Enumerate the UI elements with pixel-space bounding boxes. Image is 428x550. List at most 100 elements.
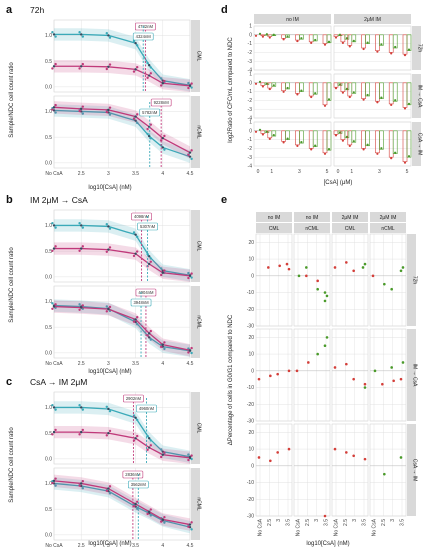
data-point [146,61,149,65]
cell-background [369,328,407,422]
data-point [148,262,151,266]
green-point [258,32,262,35]
green-point [258,80,262,83]
scatter-cell [331,328,369,422]
data-point [160,345,163,349]
x-tick-label: No CsA [372,518,378,536]
data-point [107,248,110,251]
facet-background [53,19,191,93]
red-point [348,95,351,99]
x-tick-label: 3.5 [132,171,139,177]
y-tick-label: -2 [248,98,253,104]
green-point [363,262,367,266]
ic50-label: 3562nM [131,482,147,487]
col-strip-top-label: no IM [306,215,319,221]
y-tick-label: -10 [247,480,254,486]
row-strip-label: CsA → IM [411,459,417,482]
y-tick-label: 1.0 [45,33,52,39]
data-point [136,507,139,510]
data-point [52,479,56,483]
col-strip [334,14,411,24]
y-tick-label: 1 [249,72,252,78]
y-tick-label: 0.5 [45,325,52,331]
facet-strip-label: nCML [195,125,201,139]
data-point [54,245,57,248]
y-tick-label: 1.0 [45,405,52,411]
data-point [52,247,56,250]
data-point [51,31,54,34]
data-point [80,406,83,409]
data-point [148,336,151,339]
x-tick-label: 3 [107,171,110,177]
scatter-cell [369,233,407,327]
red-point [376,152,379,155]
red-point [334,134,338,137]
green-point [338,33,342,36]
y-tick-label: 0.0 [45,275,52,281]
red-point [323,43,327,46]
data-point [107,431,110,435]
data-point [80,247,83,250]
bar-cell: 0 1 3 5 [253,121,332,175]
y-tick-label: 20 [248,430,254,436]
y-tick-label: -10 [247,290,254,296]
data-point [105,305,109,308]
data-point [134,502,137,506]
data-point [80,306,83,309]
data-point [136,44,139,47]
data-point [134,252,137,255]
data-point [108,113,112,116]
x-tick-label: 3.5 [362,519,368,526]
data-point [148,64,151,67]
data-point [188,84,192,88]
green-point [390,287,393,291]
cell-background [331,328,369,422]
ic50-label: 9228nM [154,100,170,105]
data-point [105,250,109,253]
scatter-cell [331,233,369,327]
green-point [314,92,317,95]
data-point [78,404,81,407]
green-point [352,140,355,143]
red-point [334,36,338,39]
red-point [287,267,291,271]
data-point [190,351,193,355]
red-point [381,382,384,386]
x-tick-label: 2.5 [78,171,85,177]
panel-a-xlabel: log10[CsA] (nM) [88,185,131,191]
data-point [105,434,109,437]
ic50-label-box [123,394,144,403]
data-point [132,39,136,43]
data-point [148,255,151,258]
data-point [187,153,190,156]
green-point [399,456,403,459]
red-point [287,447,291,451]
red-point [341,41,344,44]
data-point [78,308,81,311]
panel-c-ylabel: Sample/NDC cell count ratio [9,427,15,503]
data-point [105,405,109,408]
red-point [352,269,355,273]
data-point [51,481,54,485]
y-tick-label: -1 [248,89,253,95]
red-point [341,139,344,142]
data-point [149,439,152,442]
cell-background [331,423,369,517]
data-point [146,448,149,451]
data-point [149,137,152,140]
data-point [187,453,190,456]
ic50-label-box [136,404,157,413]
x-tick-label: 2.5 [78,361,85,367]
panel-d-letter: d [221,4,228,16]
data-point [78,433,81,436]
data-point [190,454,193,457]
panel-c-facet-cml: 0.0 0.5 1.0 CML 2902nM 4960nM [45,391,201,465]
y-tick-label: -30 [247,514,254,520]
y-tick-label: -3 [248,59,253,65]
red-point [352,454,355,458]
data-point [105,489,109,492]
y-tick-label: -3 [248,107,253,113]
confidence-ribbon [54,60,190,92]
x-tick-label: 3.5 [400,519,406,526]
col-strip [254,14,331,24]
